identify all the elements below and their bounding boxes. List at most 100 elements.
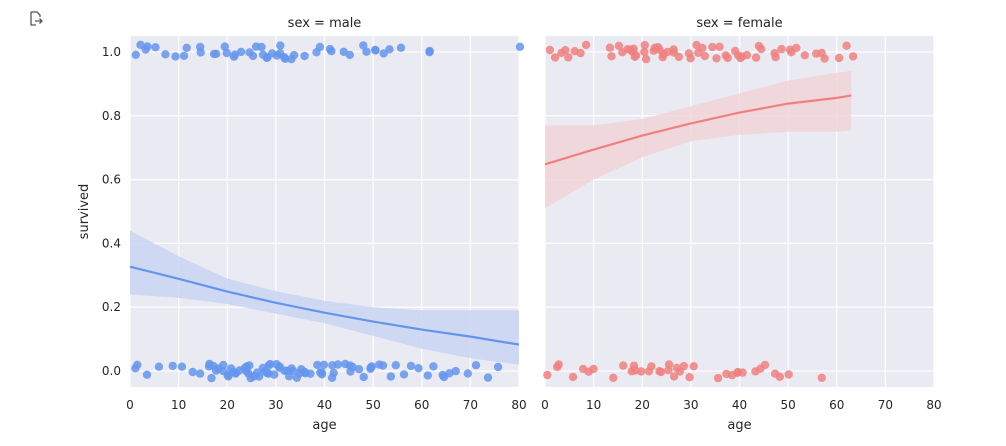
point-survived-female [550,53,560,62]
point-survived-male [143,42,152,51]
point-survived-female [715,42,724,51]
point-died-male [493,362,503,372]
point-died-female [609,373,618,382]
point-survived-male [236,47,246,57]
point-died-male [429,362,438,371]
point-survived-female [712,54,721,63]
point-died-male [289,366,298,376]
point-survived-female [771,53,780,62]
x-tick-label-female: 70 [878,398,893,412]
point-died-male [463,369,472,378]
point-survived-male [179,51,189,60]
point-survived-male [196,48,205,57]
point-survived-female [576,48,585,58]
point-survived-male [280,53,289,62]
point-died-male [270,370,279,379]
point-died-male [378,361,388,370]
point-died-male [471,361,481,370]
point-died-male [142,370,152,379]
x-tick-label-male: 0 [126,398,134,412]
point-died-male [319,360,329,369]
point-died-male [399,370,409,379]
point-died-female [589,364,598,374]
point-died-male [329,368,338,377]
x-tick-label-male: 40 [317,398,332,412]
point-survived-female [641,54,651,64]
output-arrow-icon[interactable] [26,10,44,32]
point-survived-male [315,42,325,52]
x-tick-label-male: 10 [171,398,186,412]
x-tick-label-female: 40 [732,398,747,412]
point-died-male [133,360,142,369]
x-tick-label-female: 80 [926,398,941,412]
x-tick-label-male: 30 [268,398,283,412]
point-survived-male [248,51,258,61]
point-survived-male [131,50,140,59]
x-tick-label-male: 50 [365,398,380,412]
point-survived-female [751,53,761,62]
point-died-female [637,367,646,376]
point-died-male [317,368,326,377]
point-survived-male [212,49,221,58]
x-tick-label-male: 70 [463,398,478,412]
x-tick-label-male: 20 [220,398,235,412]
point-survived-male [161,50,170,59]
point-died-male [188,367,197,377]
x-tick-label-female: 20 [635,398,650,412]
point-died-male [195,369,205,378]
point-died-male [406,361,416,371]
point-survived-female [842,41,851,50]
point-survived-female [834,53,844,63]
y-tick-label: 0.2 [102,300,121,314]
point-died-male [266,359,275,369]
point-died-male [359,372,368,382]
y-tick-label: 0.4 [102,236,121,250]
point-survived-male [171,52,180,61]
point-survived-female [708,42,717,52]
point-survived-male [289,50,299,60]
point-survived-male [345,50,354,60]
point-survived-male [359,41,368,50]
point-died-male [354,365,364,374]
point-survived-female [742,50,752,60]
y-axis-label: survived [77,184,92,240]
panel-title-male: sex = male [288,16,362,31]
point-survived-female [581,40,591,50]
point-survived-male [371,45,380,55]
point-died-female [647,362,656,371]
point-died-male [154,362,164,371]
point-died-male [254,372,264,381]
x-axis-label-female: age [727,418,751,433]
point-died-female [619,361,628,370]
point-died-male [219,360,228,370]
point-survived-female [792,43,801,53]
point-survived-male [385,45,394,54]
point-survived-female [561,46,570,55]
point-died-female [568,372,578,382]
x-tick-label-female: 60 [829,398,844,412]
point-survived-male [276,41,285,50]
fit-line-male [129,265,520,346]
point-survived-female [777,44,786,54]
point-died-female [656,367,666,377]
point-survived-male [425,46,434,56]
point-survived-female [800,51,809,60]
point-died-male [245,361,254,370]
point-survived-female [605,43,615,52]
point-died-male [423,371,432,380]
x-axis-label-male: age [312,418,336,433]
point-survived-male [515,42,525,51]
x-tick-label-female: 30 [683,398,698,412]
point-survived-female [640,40,649,50]
point-survived-female [614,41,624,50]
point-died-female [738,368,747,377]
point-survived-male [182,43,191,52]
fit-line-female [544,94,852,166]
y-tick-label: 0.6 [102,173,121,187]
point-died-female [784,370,793,379]
point-died-male [414,364,423,373]
panel-title-female: sex = female [696,16,782,31]
confidence-band-male [130,230,519,365]
point-died-male [348,362,357,372]
